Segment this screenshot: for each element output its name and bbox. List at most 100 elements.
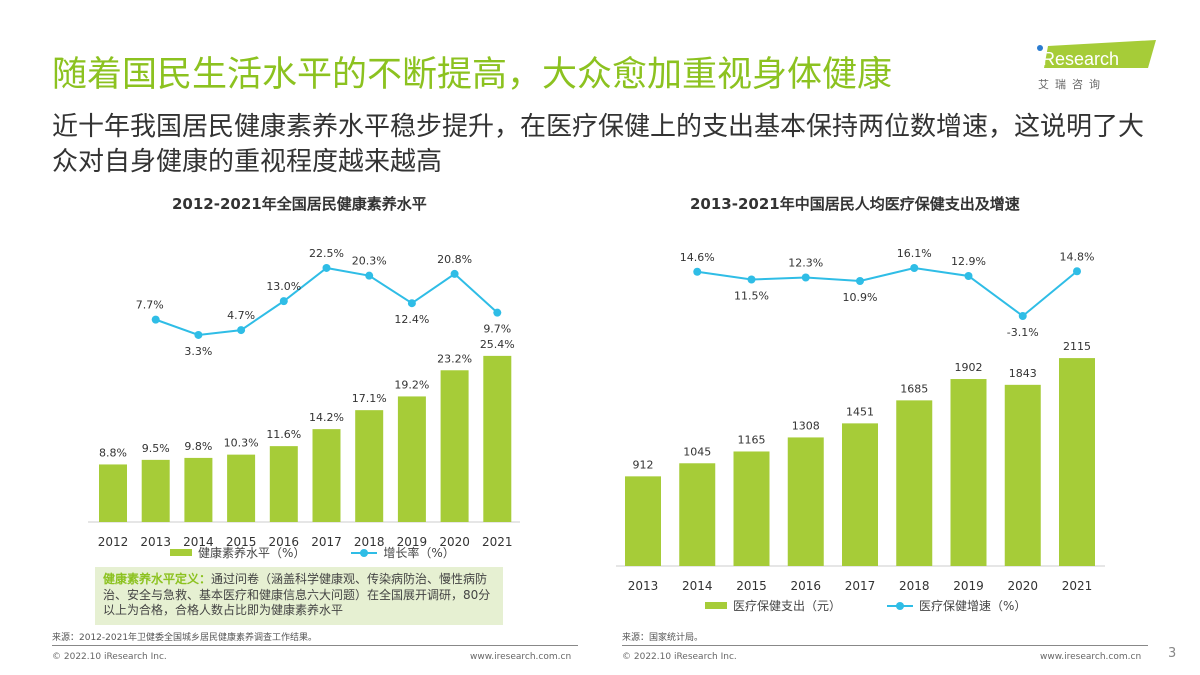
bar-value-label: 1045 (683, 445, 711, 458)
bar (355, 410, 384, 522)
growth-point (493, 308, 502, 317)
growth-value-label: 12.9% (951, 255, 986, 268)
right-copyright: © 2022.10 iResearch Inc. (622, 652, 737, 662)
growth-point (910, 264, 919, 272)
bar (787, 437, 824, 566)
bar-value-label: 25.4% (480, 338, 515, 351)
bar (842, 423, 878, 566)
growth-value-label: 4.7% (227, 309, 255, 322)
definition-label: 健康素养水平定义： (103, 572, 212, 586)
growth-point (365, 271, 374, 280)
bar-value-label: 9.5% (142, 442, 170, 455)
page-title: 随着国民生活水平的不断提高，大众愈加重视身体健康 (52, 55, 893, 95)
bar (896, 400, 933, 566)
x-tick-label: 2021 (482, 535, 513, 549)
growth-value-label: 12.3% (788, 257, 823, 270)
legend-bar-label: 健康素养水平（%） (198, 546, 306, 560)
growth-value-label: 3.3% (184, 345, 212, 358)
legend-bar-label: 医疗保健支出（元） (733, 599, 842, 613)
bar-value-label: 1843 (1009, 367, 1037, 380)
bar (733, 451, 770, 566)
growth-point (1018, 312, 1027, 320)
x-tick-label: 2020 (1007, 579, 1038, 593)
bar-value-label: 1451 (846, 405, 874, 418)
left-copyright: © 2022.10 iResearch Inc. (52, 652, 167, 662)
x-tick-label: 2013 (628, 579, 659, 593)
growth-point (693, 267, 702, 276)
legend-line-label: 医疗保健增速（%） (919, 599, 1027, 613)
growth-value-label: 11.5% (734, 290, 769, 303)
bar-value-label: 17.1% (352, 392, 387, 405)
growth-value-label: 14.8% (1060, 250, 1095, 263)
x-tick-label: 2017 (845, 579, 876, 593)
bar (1059, 358, 1095, 566)
growth-value-label: 13.0% (266, 280, 301, 293)
bar-value-label: 1685 (900, 382, 928, 395)
growth-point (279, 297, 288, 306)
svg-text:艾瑞咨询: 艾瑞咨询 (1038, 77, 1106, 91)
growth-point (407, 299, 416, 308)
growth-point (322, 263, 331, 272)
svg-text:iResearch: iResearch (1038, 49, 1119, 69)
legend-line-swatch (887, 601, 914, 610)
x-tick-label: 2014 (183, 535, 214, 549)
bar-value-label: 11.6% (266, 428, 301, 441)
x-tick-label: 2016 (269, 535, 300, 549)
definition-text: 通过问卷（涵盖科学健康观、传染病防治、慢性病防治、安全与急救、基本医疗和健康信息… (103, 572, 491, 617)
bar (440, 370, 469, 522)
right-divider (622, 645, 1148, 646)
x-tick-label: 2017 (311, 535, 342, 549)
growth-value-label: 16.1% (897, 247, 932, 260)
legend-line-swatch (351, 548, 378, 557)
bar-value-label: 23.2% (437, 352, 472, 365)
bar (141, 459, 170, 522)
x-tick-label: 2021 (1062, 579, 1093, 593)
left-url[interactable]: www.iresearch.com.cn (470, 652, 572, 662)
growth-value-label: -3.1% (1007, 326, 1039, 339)
bar (269, 446, 298, 522)
definition-box: 健康素养水平定义：通过问卷（涵盖科学健康观、传染病防治、慢性病防治、安全与急救、… (95, 567, 503, 625)
x-tick-label: 2012 (98, 535, 129, 549)
page-subtitle: 近十年我国居民健康素养水平稳步提升，在医疗保健上的支出基本保持两位数增速，这说明… (52, 112, 1145, 177)
growth-point (194, 330, 203, 339)
bar-value-label: 1902 (955, 361, 983, 374)
bar (184, 457, 213, 522)
x-tick-label: 2016 (790, 579, 821, 593)
growth-point (151, 315, 160, 324)
growth-line (697, 266, 1078, 318)
x-tick-label: 2013 (140, 535, 171, 549)
bar (1004, 384, 1041, 566)
growth-line (155, 266, 498, 337)
growth-point (450, 269, 459, 278)
growth-value-label: 14.6% (680, 251, 715, 264)
bar-value-label: 2115 (1063, 340, 1091, 353)
bar-value-label: 1165 (738, 433, 766, 446)
bar (227, 454, 256, 522)
growth-value-label: 22.5% (309, 247, 344, 260)
growth-value-label: 7.7% (136, 299, 164, 312)
growth-value-label: 20.3% (352, 255, 387, 268)
bar-value-label: 19.2% (394, 378, 429, 391)
bar-value-label: 1308 (792, 419, 820, 432)
bar (625, 476, 661, 566)
bar (950, 379, 987, 566)
x-tick-label: 2015 (736, 579, 767, 593)
legend-bar-swatch (705, 602, 727, 609)
growth-point (801, 273, 810, 282)
x-tick-label: 2015 (226, 535, 257, 549)
growth-point (1073, 267, 1081, 276)
bar (99, 464, 127, 522)
x-tick-label: 2018 (354, 535, 385, 549)
right-source: 来源：国家统计局。 (622, 633, 704, 643)
growth-value-label: 20.8% (437, 253, 472, 266)
growth-point (856, 277, 864, 285)
left-legend: 健康素养水平（%） 增长率（%） (170, 544, 455, 561)
right-url[interactable]: www.iresearch.com.cn (1040, 652, 1142, 662)
right-legend: 医疗保健支出（元） 医疗保健增速（%） (705, 597, 1026, 614)
growth-point (964, 272, 973, 280)
legend-bar-swatch (170, 549, 192, 556)
bar (483, 355, 512, 522)
legend-line-label: 增长率（%） (383, 546, 455, 560)
bar-value-label: 912 (633, 458, 654, 471)
